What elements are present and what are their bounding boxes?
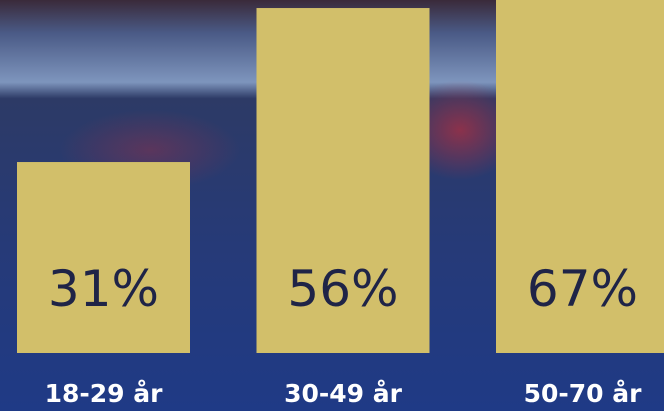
value-label: 56% xyxy=(287,260,398,318)
value-label: 67% xyxy=(527,260,638,318)
chart: 31% 18-29 år 56% 30-49 år 67% 50-70 år xyxy=(0,0,664,411)
value-label: 31% xyxy=(48,260,159,318)
x-tick-label: 30-49 år xyxy=(284,379,403,408)
bar xyxy=(17,162,190,353)
x-tick-label: 18-29 år xyxy=(45,379,164,408)
x-tick-label: 50-70 år xyxy=(524,379,643,408)
